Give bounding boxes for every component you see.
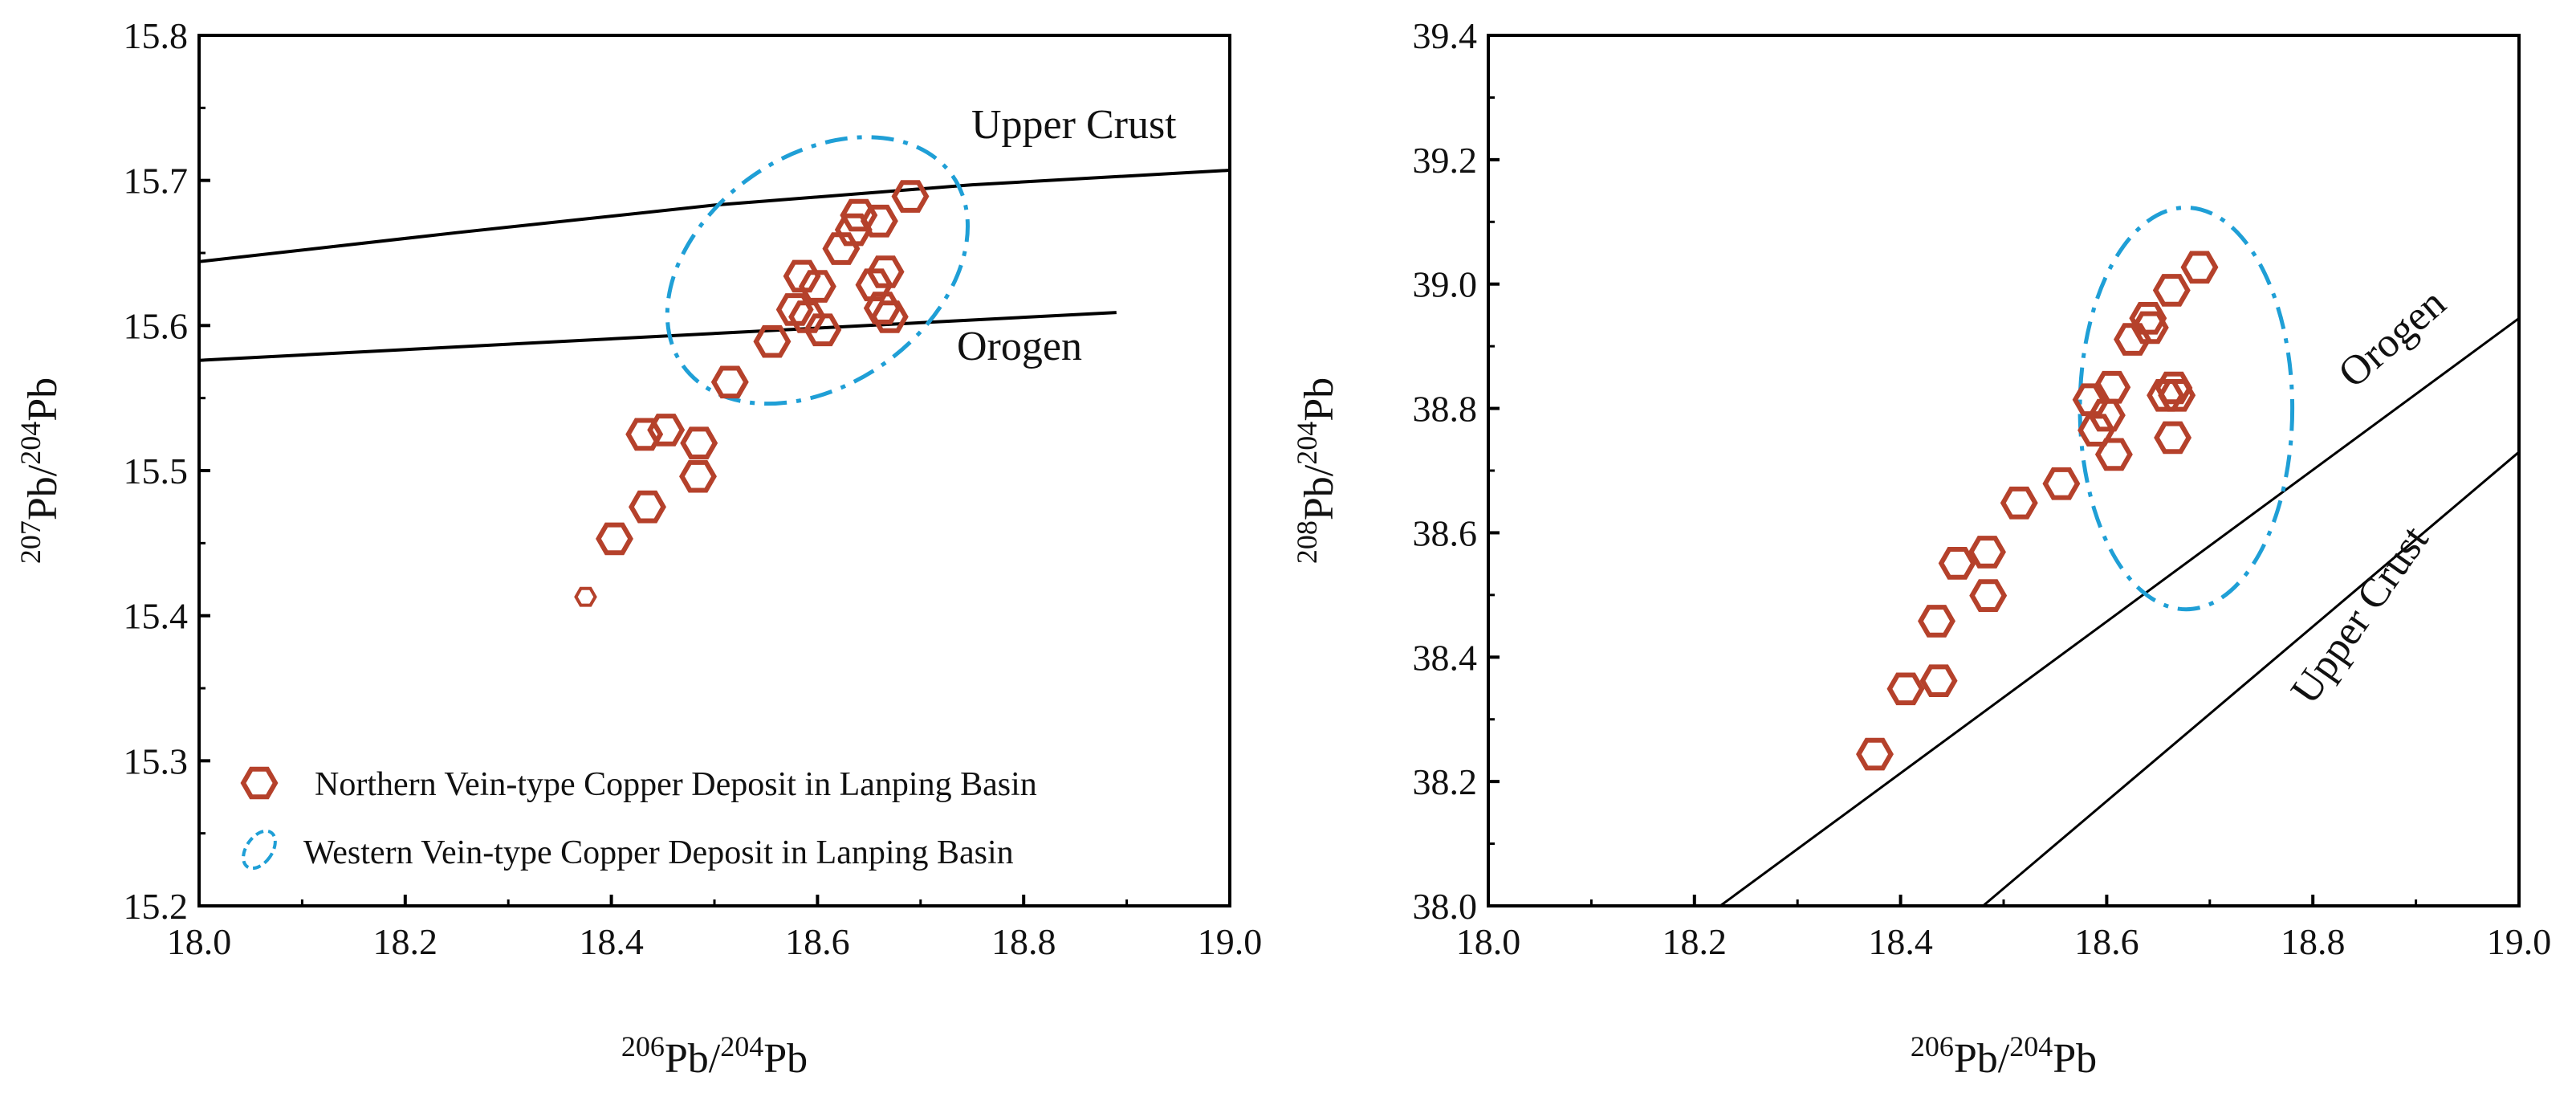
western-region-ellipse-left [665,135,971,406]
data-point [2155,371,2193,405]
x-tick-label: 18.6 [785,921,850,962]
y-tick-label: 15.7 [124,161,189,202]
data-point [1938,547,1976,580]
chart-left: 18.0 18.2 18.4 18.6 18.8 19.0 15.215.315.415.… [14,15,1262,1082]
data-point [855,268,893,302]
data-point [680,426,718,459]
data-point [625,418,664,451]
data-point [891,180,930,213]
y-tick-label: 39.4 [1413,15,1478,56]
data-point [2000,486,2038,520]
orogen-label-left: Orogen [957,324,1082,369]
upper-crust-curve-left [198,169,1231,263]
data-point [804,313,842,347]
x-tick-label: 18.6 [2074,921,2139,962]
y-tick-label: 38.0 [1413,886,1478,927]
legend-western-label: Western Vein-type Copper Deposit in Lanp… [303,834,1014,871]
x-ticks-left: 18.0 18.2 18.4 18.6 18.8 19.0 [167,895,1263,962]
legend-dashed-ellipse-icon [242,829,277,871]
data-point [2042,467,2081,500]
x-axis-title-right: 206Pb/204Pb [1911,1030,2097,1082]
data-point [863,292,901,324]
data-point [2180,251,2219,284]
upper-crust-label-right: Upper Crust [2282,517,2438,712]
x-tick-label: 18.4 [579,921,644,962]
curves-right [1719,317,2520,907]
y-tick-label: 39.0 [1413,264,1478,305]
y-tick-label: 38.8 [1413,389,1478,430]
data-point [860,204,898,238]
y-axis-title-left: 207Pb/204Pb [14,377,66,564]
data-point [866,255,905,288]
data-point [647,414,686,447]
plot-frame-right [1487,34,2521,907]
x-tick-label: 19.0 [2487,921,2552,962]
data-point [870,300,909,333]
y-ticks-left: 15.2 15.3 15.4 15.5 15.6 15.7 15.8 [124,15,210,927]
data-point [753,324,792,358]
x-tick-label: 18.4 [1868,921,1933,962]
y-tick-label: 38.4 [1413,637,1478,678]
data-point [822,232,861,265]
data-point [2094,438,2133,471]
data-point [775,293,814,326]
x-tick-label: 18.8 [991,921,1056,962]
x-tick-label: 18.2 [373,921,438,962]
x-tick-label: 18.0 [167,921,232,962]
data-point [1918,605,1955,638]
points-left [574,180,930,607]
data-point [1968,536,2006,569]
data-point [798,270,836,303]
x-tick-label: 18.0 [1456,921,1521,962]
data-point [788,300,827,333]
x-tick-label: 18.8 [2281,921,2346,962]
data-point [2114,323,2151,356]
data-point [2129,302,2167,335]
data-point [2154,421,2192,455]
data-point [679,459,717,493]
y-tick-label: 15.6 [124,305,189,346]
legend-northern-label: Northern Vein-type Copper Deposit in Lan… [315,766,1037,803]
y-tick-label: 15.4 [124,596,189,637]
y-tick-label: 15.2 [124,886,189,927]
chart-right: 18.0 18.2 18.4 18.6 18.8 19.0 38.038.238.438.… [1291,15,2551,1082]
y-tick-label: 38.2 [1413,761,1478,802]
data-point [1919,664,1958,697]
upper-crust-curve-right [1982,451,2520,907]
x-ticks-right: 18.0 18.2 18.4 18.6 18.8 19.0 [1456,895,2552,962]
curves-left [198,169,1231,362]
points-right [1856,251,2219,771]
y-tick-label: 15.8 [124,15,189,56]
data-point [2130,311,2169,345]
data-point [2093,370,2131,404]
y-tick-label: 39.2 [1413,140,1478,181]
y-tick-label: 15.5 [124,451,189,491]
y-axis-title-right: 208Pb/204Pb [1291,377,1342,564]
data-point [629,490,666,524]
y-tick-label: 38.6 [1413,512,1478,553]
upper-crust-label-left: Upper Crust [971,102,1177,148]
data-point [1886,672,1925,706]
x-axis-title-left: 206Pb/204Pb [621,1030,808,1082]
data-point [574,586,597,607]
y-tick-label: 15.3 [124,740,189,781]
data-point [710,365,749,399]
data-point [596,522,633,556]
orogen-curve-left [198,311,1117,362]
legend-hexagon-icon [240,766,279,800]
x-tick-label: 18.2 [1662,921,1728,962]
data-point [1969,579,2008,612]
data-point [2152,274,2191,307]
y-ticks-right: 38.0 38.2 38.4 38.6 38.8 39.0 39.2 39.4 [1413,15,1500,927]
data-point [834,213,873,247]
data-point [1856,737,1894,771]
orogen-curve-right [1719,317,2520,907]
data-point [783,259,821,293]
legend: Northern Vein-type Copper Deposit in Lan… [240,766,1037,871]
x-tick-label: 19.0 [1198,921,1263,962]
data-point [2158,379,2196,412]
western-region-ellipse-right [2077,206,2295,612]
